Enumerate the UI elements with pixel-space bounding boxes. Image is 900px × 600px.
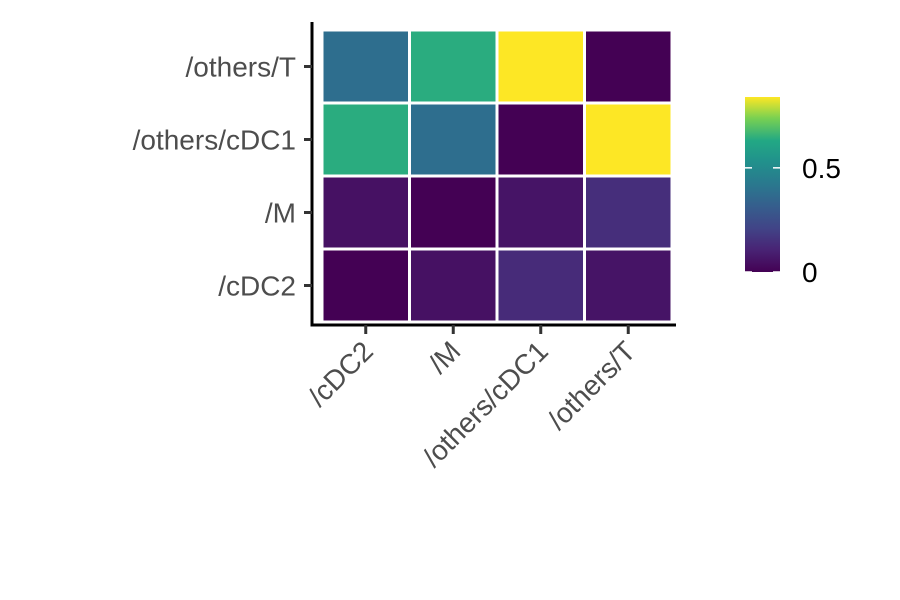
heatmap-cell — [408, 28, 499, 105]
y-axis-ticks: /others/T/others/cDC1/M/cDC2 — [133, 52, 312, 302]
heatmap-cell — [320, 247, 411, 324]
heatmap-cell — [320, 28, 411, 105]
colorbar — [745, 97, 780, 272]
heatmap-cell — [495, 101, 586, 178]
heatmap-cell — [408, 247, 499, 324]
axes — [310, 22, 676, 327]
colorbar-ticks: 00.5 — [745, 153, 841, 288]
heatmap-cell — [583, 28, 674, 105]
heatmap-cell — [320, 174, 411, 251]
y-tick-label: /others/T — [186, 52, 296, 83]
colorbar-legend: 00.5 — [745, 97, 841, 288]
x-tick-label: /M — [423, 335, 467, 379]
x-axis-ticks: /cDC2/M/others/cDC1/others/T — [302, 325, 641, 473]
y-tick-label: /cDC2 — [218, 271, 296, 302]
heatmap-cell — [495, 174, 586, 251]
y-tick-label: /others/cDC1 — [133, 125, 296, 156]
heatmap-cell — [408, 101, 499, 178]
x-tick-label: /others/T — [541, 335, 641, 435]
heatmap-cell — [408, 174, 499, 251]
heatmap-cell — [583, 101, 674, 178]
heatmap-cell — [495, 28, 586, 105]
y-tick-label: /M — [265, 198, 296, 229]
heatmap-cell — [495, 247, 586, 324]
heatmap-cell — [583, 247, 674, 324]
heatmap-cell — [320, 101, 411, 178]
heatmap-cells — [320, 28, 674, 324]
heatmap-cell — [583, 174, 674, 251]
colorbar-tick-label: 0.5 — [802, 153, 841, 184]
x-tick-label: /cDC2 — [302, 335, 379, 412]
colorbar-tick-label: 0 — [802, 257, 818, 288]
